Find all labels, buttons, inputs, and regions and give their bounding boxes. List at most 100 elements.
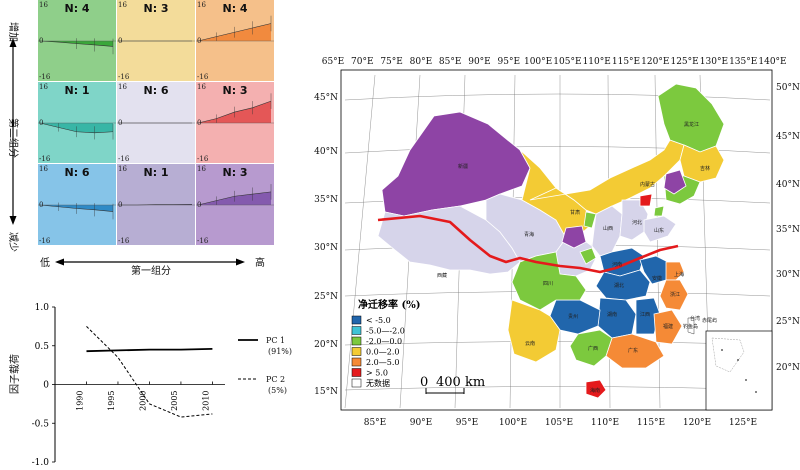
legend-swatch: [351, 357, 362, 367]
legend-swatch: [351, 368, 362, 377]
province-label: 福建: [663, 323, 673, 330]
lon-label-top: 110°E: [583, 57, 611, 67]
lon-label-bottom: 95°E: [456, 418, 479, 428]
cluster-tick-label: -16: [39, 237, 51, 245]
province-hubei: [595, 269, 651, 301]
lon-label-bottom: 85°E: [364, 418, 387, 428]
legend-item-label: -2.0—0.0: [366, 337, 402, 346]
cluster-n-label: N: 3: [223, 84, 248, 97]
legend-item-label: < -5.0: [366, 316, 391, 325]
province-label: 吉林: [700, 165, 710, 172]
cluster-tick-label: 16: [39, 83, 48, 91]
province-taiwan: [687, 317, 695, 335]
cluster-tick-label: 0: [118, 119, 122, 127]
y-tick-label: -0.5: [32, 419, 50, 429]
parallel-line: [344, 93, 771, 101]
legend-swatch: [351, 326, 362, 335]
grid-cells: 16 0 -16 N: 4 16 0 -16 N: 3 16 0 -16 N: 4 16 0 -16 N: 1…: [38, 0, 274, 245]
x-axis-mid-label: 第一组分: [131, 264, 171, 275]
cluster-tick-label: 0: [118, 37, 122, 45]
island-dot: [745, 379, 747, 381]
cluster-tick-label: 16: [197, 83, 206, 91]
lat-label-left: 15°N: [314, 387, 338, 397]
province-jiangsu: [665, 261, 685, 281]
lat-label-right: 50°N: [776, 83, 800, 93]
y-axis-top-label: 增加: [7, 22, 20, 42]
province-label: 赤尾屿: [702, 317, 717, 324]
lon-label-top: 125°E: [670, 57, 698, 67]
legend-item-label: 2.0—5.0: [366, 358, 399, 367]
y-axis-mid-label: 第二组分: [7, 118, 20, 158]
y-axis-bottom-label: 减少: [7, 232, 19, 252]
province-label: 河南: [612, 261, 622, 268]
cluster-tick-label: 0: [197, 37, 201, 45]
province-guangxi: [569, 329, 613, 367]
cluster-tick-label: 16: [197, 165, 206, 173]
cluster-cell-bg: [38, 82, 116, 163]
legend-swatch: [351, 347, 362, 356]
province-chongqing: [579, 247, 597, 265]
cluster-tick-label: -16: [197, 155, 209, 163]
lon-label-top: 105°E: [553, 57, 581, 67]
x-tick-label: 1990: [75, 391, 84, 411]
lon-label-bottom: 125°E: [729, 418, 757, 428]
lon-label-top: 130°E: [700, 57, 728, 67]
x-axis-arrow-right: [236, 258, 245, 266]
series-line-pc2: [86, 326, 213, 418]
province-fujian: [653, 309, 683, 345]
lat-label-right: 20°N: [776, 363, 800, 373]
cluster-tick-label: 0: [39, 37, 43, 45]
south-sea-inset: [705, 330, 773, 411]
cluster-tick-label: 16: [39, 1, 48, 9]
y-axis-arrow-up: [9, 38, 17, 47]
cluster-cell-bg: [38, 164, 116, 245]
cluster-tick-label: 16: [118, 1, 127, 9]
cluster-n-label: N: 6: [144, 84, 169, 97]
coordinate-labels: 65°E 70°E 75°E 80°E 85°E 90°E 95°E 100°E 105°E 11…: [314, 57, 800, 428]
cluster-n-label: N: 3: [223, 166, 248, 179]
province-liaoning-coast: [663, 169, 687, 195]
cluster-tick-label: 16: [39, 165, 48, 173]
lat-label-left: 30°N: [314, 243, 338, 253]
island-dot: [737, 359, 739, 361]
x-axis-arrow-left: [55, 258, 64, 266]
province-shanxi: [591, 205, 623, 257]
province-gansu-east: [561, 225, 587, 249]
loading-chart-panel: 因子载荷 1.0 0.5 0 -0.5 -1.0 1990 1995 2000 2005 2010…: [0, 292, 300, 468]
cluster-tick-label: -16: [197, 73, 209, 81]
province-ningxia: [583, 211, 597, 229]
y-tick-label: 1.0: [35, 303, 50, 313]
series-line-pc1: [86, 347, 213, 353]
legend-item-label: > 5.0: [366, 369, 388, 378]
legend-item-label: 0.0—2.0: [366, 348, 399, 357]
migration-map-svg: 0 400 km 净迁移率 (%) < -5.0 -5.0—-2.0-2.0—0.…: [314, 57, 800, 428]
legend-items: < -5.0 -5.0—-2.0-2.0—0.0 0.0—2.02.0—5.0 > 5…: [351, 315, 405, 388]
cluster-tick-label: 0: [39, 201, 43, 209]
province-label: 贵州: [568, 313, 578, 320]
lat-label-left: 35°N: [314, 195, 338, 205]
province-guangdong: [605, 333, 665, 369]
cluster-tick-label: -16: [197, 237, 209, 245]
cluster-n-label: N: 6: [65, 166, 90, 179]
island-dot: [755, 391, 757, 393]
lat-label-right: 35°N: [776, 225, 800, 235]
province-zhejiang: [659, 279, 689, 311]
province-label: 上海: [674, 271, 684, 278]
lat-label-right: 45°N: [776, 132, 800, 142]
province-hainan: [585, 379, 607, 399]
lon-label-top: 135°E: [729, 57, 757, 67]
y-tick-label: -1.0: [32, 458, 50, 466]
province-label: 内蒙古: [640, 181, 655, 188]
province-label: 青海: [524, 231, 534, 238]
province-label: 四川: [543, 281, 553, 287]
legend-pc2-pct: (5%): [268, 386, 287, 395]
lon-label-top: 80°E: [410, 57, 433, 67]
lon-label-top: 65°E: [322, 57, 345, 67]
cluster-grid-panel: 增加 第二组分 减少 低 第一组分 高 16 0 -16 N: 4 16 0 -16 N: 3…: [0, 0, 300, 277]
legend-pc1-pct: (91%): [268, 347, 292, 356]
lon-label-bottom: 120°E: [683, 418, 711, 428]
lat-label-left: 45°N: [314, 93, 338, 103]
province-label: 海南: [590, 387, 600, 394]
province-shandong: [643, 215, 677, 243]
